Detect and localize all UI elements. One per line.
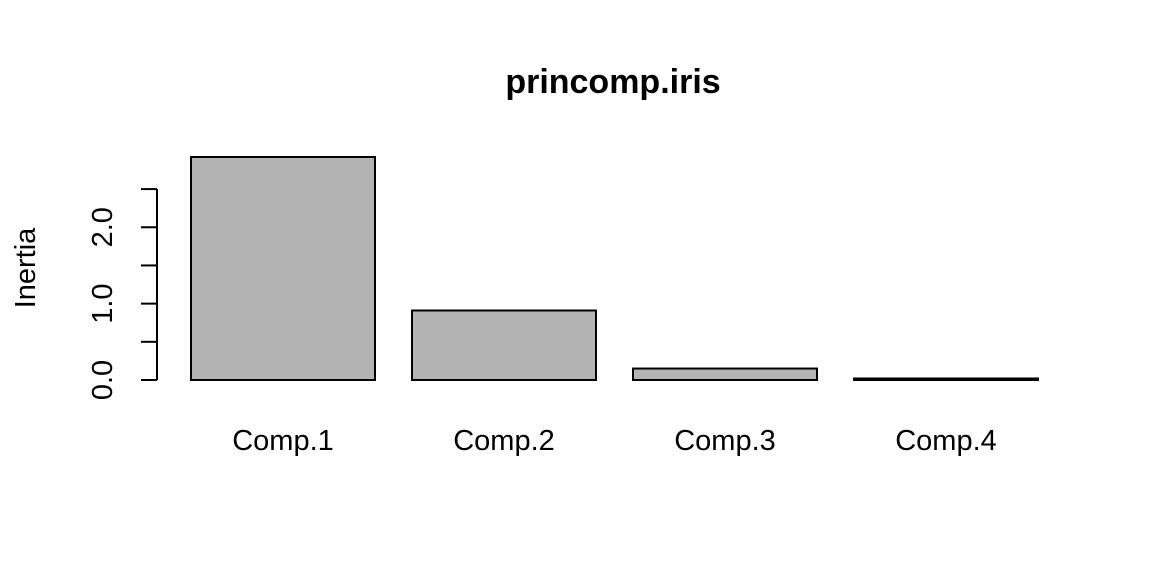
x-tick-label: Comp.1 — [232, 425, 334, 457]
y-tick-label: 2.0 — [87, 207, 119, 247]
bar-comp-4 — [853, 377, 1039, 381]
y-axis: 0.0 1.0 2.0 — [87, 188, 158, 400]
bar-comp-3 — [632, 367, 818, 382]
x-tick-label: Comp.3 — [674, 425, 776, 457]
y-tick-label: 1.0 — [87, 283, 119, 323]
bar-comp-2 — [411, 309, 597, 381]
x-tick-label: Comp.4 — [895, 425, 997, 457]
y-tick-label: 0.0 — [87, 360, 119, 400]
x-axis-labels: Comp.1 Comp.2 Comp.3 Comp.4 — [232, 425, 997, 457]
x-tick-label: Comp.2 — [453, 425, 555, 457]
bars — [190, 156, 1039, 382]
chart-title: princomp.iris — [505, 63, 720, 101]
bar-comp-1 — [190, 156, 376, 381]
y-axis-label: Inertia — [10, 227, 42, 308]
